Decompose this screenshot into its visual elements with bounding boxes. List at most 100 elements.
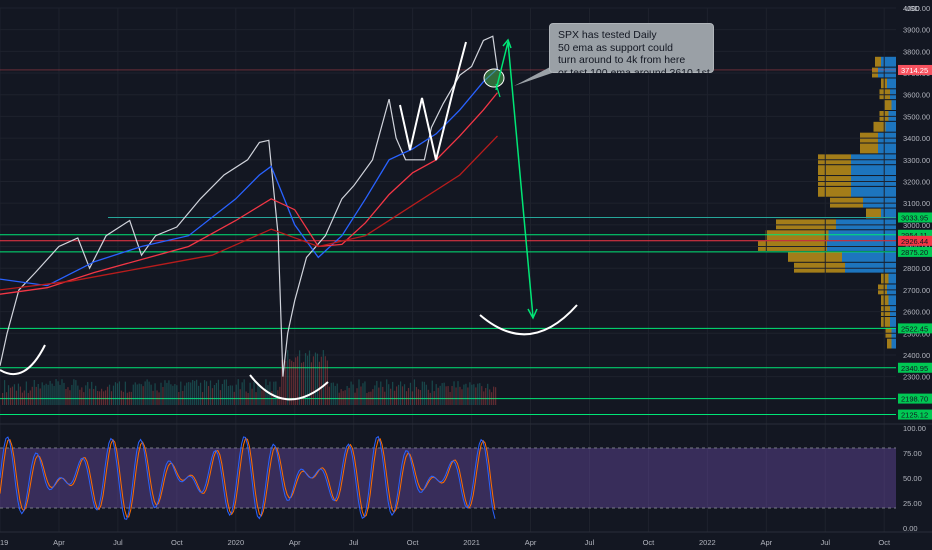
volume-bar-96 [192,380,194,405]
volume-bar-15 [31,386,33,405]
volume-bar-85 [170,384,172,405]
volume-bar-186 [370,391,372,405]
volume-bar-117 [233,391,235,405]
volume-bar-207 [411,391,414,405]
price-tick-1: 2300.00 [903,373,930,382]
profile-up-bar-19 [845,262,896,273]
volume-bar-183 [364,381,366,405]
volume-bar-225 [447,386,449,405]
volume-bar-184 [366,392,368,405]
volume-bar-7 [15,390,18,405]
annotation-line-4: or test 100 ema around 3610 1st. [558,66,713,79]
volume-bar-52 [104,390,107,405]
level-label-0: 3033.95 [901,213,928,222]
volume-bar-172 [342,391,344,405]
volume-bar-195 [388,384,390,405]
volume-bar-9 [19,386,22,405]
oscillator-band [0,448,896,508]
volume-bar-16 [33,380,35,405]
volume-bar-187 [372,389,374,405]
profile-up-bar-26 [891,338,896,349]
price-tick-4: 2600.00 [903,308,930,317]
horizontal-levels [0,69,896,416]
volume-bar-82 [164,380,166,405]
curve-drawing-right [479,304,578,336]
volume-bar-199 [396,386,398,405]
volume-bar-226 [449,391,451,405]
volume-bar-238 [473,384,475,405]
volume-bar-44 [89,388,91,405]
volume-bar-108 [215,382,218,405]
volume-bar-5 [11,386,14,405]
profile-down-bar-12 [818,186,851,197]
volume-bar-57 [114,382,117,405]
level-label-7: 2125.12 [901,411,928,420]
time-tick-13: Apr [760,538,772,547]
profile-down-bar-24 [881,317,890,327]
volume-bar-53 [106,386,109,405]
volume-bar-76 [152,390,154,405]
volume-bar-204 [405,391,408,405]
volume-bar-130 [259,385,261,405]
price-tick-5: 2700.00 [903,286,930,295]
time-tick-2: Jul [113,538,123,547]
volume-bar-211 [419,390,421,405]
profile-down-bar-20 [881,273,889,284]
volume-bar-217 [431,380,433,405]
volume-bar-2 [5,392,8,405]
profile-up-bar-18 [842,251,896,262]
volume-bar-67 [134,382,136,405]
volume-bar-39 [79,389,81,405]
volume-bars [2,350,497,405]
volume-bar-33 [67,387,69,405]
volume-bar-163 [324,356,326,405]
volume-bar-122 [243,379,245,405]
profile-down-bar-18 [788,251,842,262]
volume-bar-165 [328,386,330,405]
volume-bar-249 [495,387,497,405]
volume-bar-64 [128,391,130,405]
volume-bar-147 [293,362,295,405]
volume-bar-78 [156,390,158,405]
volume-bar-227 [451,386,453,405]
volume-bar-174 [346,385,348,405]
volume-bar-83 [166,382,168,405]
volume-bar-58 [116,383,119,405]
time-tick-6: Jul [349,538,359,547]
volume-bar-8 [17,383,20,405]
volume-bar-87 [174,384,176,405]
volume-bar-40 [81,387,83,405]
price-tick-8: 3000.00 [903,221,930,230]
volume-bar-198 [394,390,396,405]
volume-bar-47 [95,385,97,405]
volume-bar-80 [160,382,162,405]
volume-bar-160 [318,361,320,405]
volume-bar-137 [273,381,275,405]
current-price-label-bg [898,64,932,75]
volume-bar-153 [304,353,307,405]
volume-bar-152 [302,361,305,405]
volume-bar-88 [176,385,178,405]
arrow-down [507,41,534,318]
volume-bar-171 [340,389,342,405]
volume-bar-209 [415,387,418,405]
volume-bar-114 [227,385,229,405]
volume-bar-173 [344,390,346,405]
volume-bar-138 [275,381,277,405]
volume-bar-111 [221,384,223,405]
volume-bar-141 [281,359,283,405]
volume-bar-124 [247,392,249,405]
volume-bar-143 [285,361,287,405]
volume-bar-208 [413,379,416,405]
profile-up-bar-10 [851,165,896,176]
volume-bar-106 [211,388,214,405]
time-tick-10: Jul [585,538,595,547]
curve-drawing-left [0,344,46,375]
price-tick-10: 3200.00 [903,177,930,186]
volume-bar-221 [439,385,441,405]
volume-bar-128 [255,392,257,405]
volume-bar-180 [358,379,360,405]
volume-bar-197 [392,381,394,405]
